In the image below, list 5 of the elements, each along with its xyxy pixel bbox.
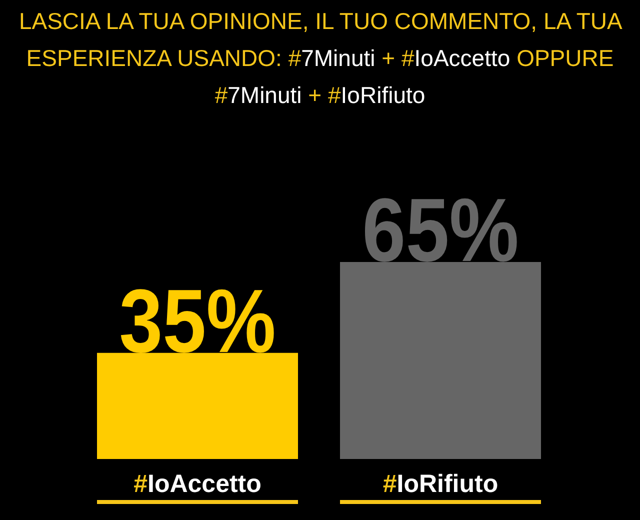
data-label: 35%: [119, 270, 276, 372]
x-tick-label: #IoAccetto: [134, 470, 262, 498]
data-label: 65%: [362, 180, 519, 280]
x-tick-label: #IoRifiuto: [382, 470, 498, 498]
chart-title: LASCIA LA TUA OPINIONE, IL TUO COMMENTO, LA TUA ESPERIENZA USANDO: #7Minuti + #IoAccetto OPPURE #7Minuti + #IoRifiuto: [18, 8, 622, 108]
